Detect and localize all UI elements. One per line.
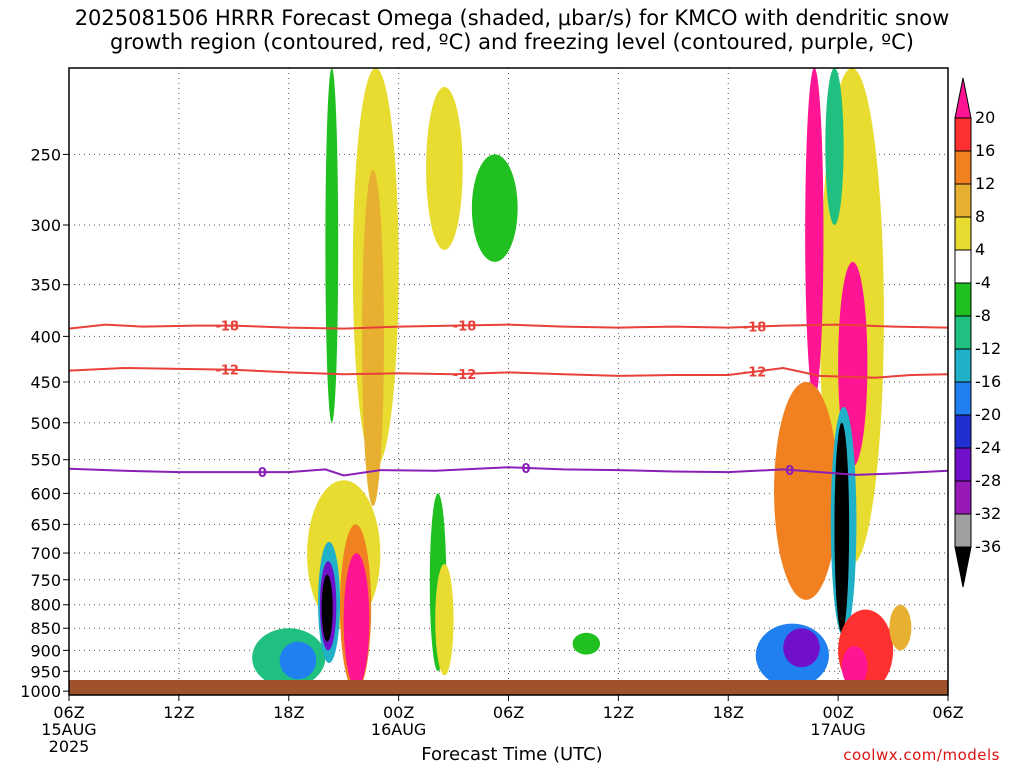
omega-region: [426, 86, 463, 250]
colorbar-label: -8: [975, 306, 991, 325]
omega-region: [343, 553, 370, 688]
contour-label: -12: [453, 368, 477, 383]
contour-label: -18: [215, 320, 239, 335]
colorbar-label: -24: [975, 438, 1001, 457]
colorbar-swatch: [954, 447, 972, 482]
omega-region: [572, 632, 601, 655]
colorbar-swatch: [954, 117, 972, 152]
y-tick-label: 250: [30, 145, 61, 164]
contour-line: [69, 366, 948, 379]
x-tick-label: 12Z: [603, 703, 634, 722]
x-tick-date: 16AUG: [371, 720, 426, 739]
y-tick-label: 1000: [20, 682, 61, 701]
colorbar-swatch: [954, 249, 972, 284]
colorbar-label: 20: [975, 108, 995, 127]
colorbar-swatch: [954, 150, 972, 185]
omega-shading: [252, 68, 912, 692]
contour-label: -12: [215, 364, 239, 379]
colorbar-label: -12: [975, 339, 1001, 358]
x-tick-label: 18Z: [273, 703, 304, 722]
chart-title-line2: growth region (contoured, red, ºC) and f…: [110, 30, 914, 54]
chart-title-line1: 2025081506 HRRR Forecast Omega (shaded, …: [74, 6, 950, 30]
y-tick-label: 300: [30, 216, 61, 235]
contour-label: 0: [785, 464, 794, 479]
y-tick-label: 850: [30, 619, 61, 638]
y-tick-label: 500: [30, 414, 61, 433]
omega-region: [841, 646, 868, 688]
contour-line: [69, 323, 948, 330]
colorbar-swatch: [954, 315, 972, 350]
x-tick-label: 18Z: [713, 703, 744, 722]
x-axis-label: Forecast Time (UTC): [421, 744, 603, 765]
y-tick-label: 650: [30, 515, 61, 534]
y-tick-label: 950: [30, 662, 61, 681]
omega-region: [471, 154, 518, 262]
colorbar-swatch: [954, 183, 972, 218]
colorbar-swatch: [954, 348, 972, 383]
colorbar-label: 12: [975, 174, 995, 193]
colorbar-swatch: [954, 216, 972, 251]
site-credit: coolwx.com/models: [843, 746, 1000, 764]
x-tick-label: 12Z: [163, 703, 194, 722]
y-tick-label: 750: [30, 571, 61, 590]
ground-surface: [69, 680, 948, 695]
x-tick-year: 2025: [49, 737, 90, 756]
x-tick-date: 17AUG: [810, 720, 865, 739]
y-tick-label: 700: [30, 544, 61, 563]
contour-label: 0: [258, 466, 267, 481]
contour-label: -12: [743, 366, 767, 381]
y-tick-label: 450: [30, 373, 61, 392]
colorbar-swatch: [954, 480, 972, 515]
x-tick-label: 00Z: [822, 703, 853, 722]
omega-region: [889, 604, 912, 651]
omega-region: [325, 68, 339, 423]
colorbar-swatch: [954, 381, 972, 416]
colorbar-label: 8: [975, 207, 985, 226]
omega-region: [834, 422, 850, 633]
y-tick-label: 800: [30, 596, 61, 615]
colorbar-label: -16: [975, 372, 1001, 391]
colorbar-label: 4: [975, 240, 985, 259]
x-tick-label: 06Z: [932, 703, 963, 722]
contour-label: 0: [522, 462, 531, 477]
colorbar-swatch: [954, 282, 972, 317]
colorbar-label: -36: [975, 537, 1001, 556]
colorbar-label: -32: [975, 504, 1001, 523]
x-tick-label: 00Z: [383, 703, 414, 722]
omega-region: [362, 169, 384, 507]
omega-region: [321, 574, 333, 642]
y-tick-label: 900: [30, 641, 61, 660]
contour-line: [69, 466, 948, 477]
colorbar-label: -28: [975, 471, 1001, 490]
y-tick-label: 550: [30, 451, 61, 470]
omega-region: [279, 641, 317, 680]
colorbar-legend: 20 16 12 8 4 -4 -8 -12 -16 -20 -24 -28 -32 -36: [954, 77, 1001, 588]
omega-region: [805, 68, 824, 399]
colorbar-label: -20: [975, 405, 1001, 424]
colorbar-swatch: [954, 414, 972, 449]
colorbar-label: 16: [975, 141, 995, 160]
x-tick-label: 06Z: [53, 703, 84, 722]
omega-region: [825, 68, 844, 225]
contour-lines: -18 -18 -18 -12 -12 -12 0 0 0: [69, 319, 948, 481]
omega-region: [435, 563, 454, 676]
y-tick-label: 600: [30, 484, 61, 503]
x-tick-label: 06Z: [493, 703, 524, 722]
colorbar-swatch: [954, 513, 972, 548]
colorbar-bottom-arrow: [954, 546, 972, 588]
x-tick-date: 15AUG: [41, 720, 96, 739]
colorbar-top-arrow: [954, 77, 972, 119]
colorbar-label: -4: [975, 273, 991, 292]
contour-label: -18: [453, 319, 477, 334]
pressure-axis: 250 300 350 400 450 500 550 600 650 700 750 800 850 9…: [20, 145, 69, 701]
contour-label: -18: [743, 321, 767, 336]
omega-region: [783, 628, 820, 668]
omega-region: [774, 381, 839, 600]
y-tick-label: 400: [30, 327, 61, 346]
y-tick-label: 350: [30, 276, 61, 295]
